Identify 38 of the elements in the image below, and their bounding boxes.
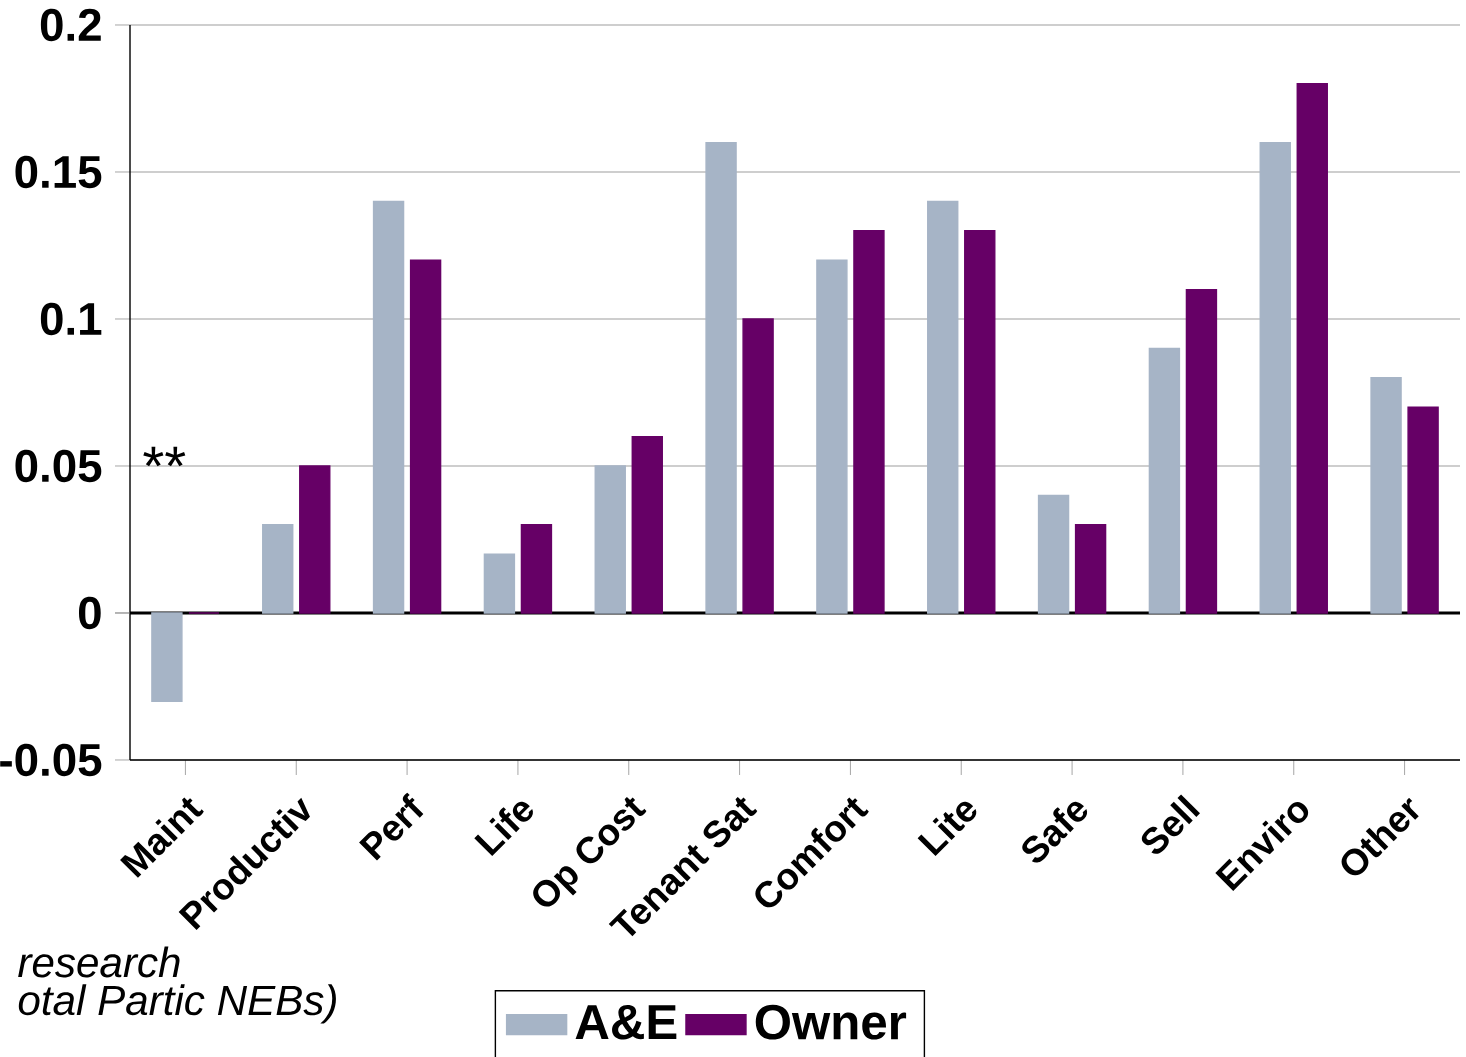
bar: [816, 259, 848, 614]
x-tick-label: Safe: [1022, 801, 1088, 863]
y-tick-label: 0.2: [40, 8, 101, 42]
y-tick-label: 0.1: [40, 302, 102, 336]
x-tick-label: Lite: [917, 801, 977, 857]
bar: [262, 524, 294, 614]
bar: [520, 524, 553, 614]
y-tick-label: -0.05: [0, 743, 102, 777]
annotation: **: [143, 446, 186, 467]
bar: [409, 259, 442, 614]
bar: [964, 230, 996, 614]
legend-label: A&E: [575, 1004, 677, 1040]
bar: [483, 553, 516, 614]
text: otal Partic NEBs): [18, 984, 336, 1024]
bar: [853, 230, 885, 614]
bar: [1148, 347, 1181, 614]
bar: [927, 200, 959, 614]
x-tick-label: Life: [474, 801, 533, 857]
bar: [631, 435, 663, 614]
bar: [1407, 406, 1439, 614]
bar: [1259, 141, 1291, 614]
legend-label: Owner: [755, 1004, 907, 1040]
y-tick-label: 0.05: [15, 449, 102, 483]
bar: [372, 200, 405, 614]
bar: [299, 465, 331, 614]
bar: [1296, 83, 1328, 614]
bar: [594, 465, 626, 614]
y-tick-label: 0: [78, 596, 101, 630]
x-tick-label: Sell: [1141, 794, 1200, 854]
bar: [1185, 288, 1218, 614]
bar: [1037, 494, 1070, 614]
bar: [742, 318, 774, 614]
text: research: [18, 946, 180, 978]
bar: [1370, 377, 1402, 614]
y-tick-label: 0.15: [15, 155, 102, 189]
bar: [1074, 524, 1107, 614]
bar: [151, 612, 183, 702]
bar: [705, 141, 737, 614]
